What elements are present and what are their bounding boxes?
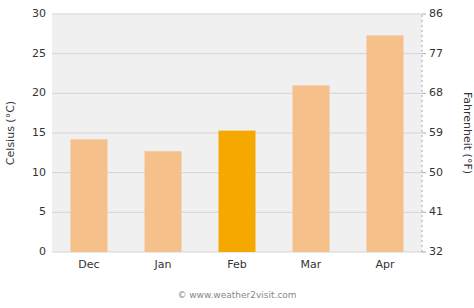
y-tick-label: 0 [39, 245, 46, 258]
x-tick-label: Feb [227, 258, 246, 271]
footnote: © www.weather2visit.com [177, 290, 296, 300]
y2-tick [422, 172, 426, 173]
y-tick-label: 5 [39, 205, 46, 218]
y2-tick [422, 93, 426, 94]
y2-tick-label: 86 [429, 7, 443, 20]
y-tick-label: 25 [32, 47, 46, 60]
y2-tick [422, 14, 426, 15]
chart-container: 0 5 10 15 20 25 30 32 41 50 59 68 77 86 Dec Jan Feb Mar Ap… [0, 0, 474, 308]
bar [367, 35, 404, 252]
bars [71, 35, 404, 252]
plot-background [52, 14, 422, 252]
y2-tick-label: 50 [429, 166, 443, 179]
y-tick-label: 15 [32, 126, 46, 139]
grid-line [52, 14, 422, 15]
y2-tick-label: 77 [429, 47, 443, 60]
y-tick-label: 30 [32, 7, 46, 20]
x-tick-label: Mar [301, 258, 322, 271]
y-tick-label: 20 [32, 86, 46, 99]
chart-svg: 0 5 10 15 20 25 30 32 41 50 59 68 77 86 Dec Jan Feb Mar Ap… [0, 0, 474, 308]
y2-axis-label: Fahrenheit (°F) [461, 92, 474, 174]
y2-tick [422, 53, 426, 54]
bar [293, 85, 330, 252]
x-tick-label: Jan [154, 258, 172, 271]
y2-tick [422, 133, 426, 134]
bar [145, 151, 182, 252]
y2-tick-label: 59 [429, 126, 443, 139]
bar [219, 131, 256, 252]
x-tick-label: Dec [78, 258, 99, 271]
bar [71, 139, 108, 252]
y2-tick [422, 212, 426, 213]
y2-tick-label: 41 [429, 205, 443, 218]
x-tick-label: Apr [375, 258, 395, 271]
y2-tick-label: 32 [429, 245, 443, 258]
y2-tick [422, 252, 426, 253]
y2-tick-label: 68 [429, 86, 443, 99]
y-axis-label: Celsius (°C) [4, 101, 17, 165]
y-tick-label: 10 [32, 166, 46, 179]
